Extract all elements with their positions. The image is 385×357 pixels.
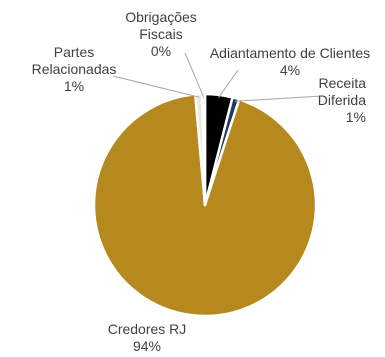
data-label-line: Relacionadas (32, 61, 117, 77)
data-label-line: Adiantamento de Clientes (210, 45, 370, 61)
data-label-line: 4% (280, 62, 300, 78)
leader-lines-layer (112, 52, 323, 102)
leader-line-receita (234, 95, 323, 102)
leader-line-partes (112, 75, 200, 98)
data-label-line: 94% (133, 338, 161, 352)
data-label-line: 1% (64, 78, 84, 94)
leader-line-adiantamento-de-clientes (218, 69, 239, 99)
data-label-line: Obrigações (125, 9, 197, 25)
data-label-credores-rj: Credores RJ 94% (108, 321, 187, 352)
data-label-obrigacoes: Obrigações Fiscais 0% (125, 9, 197, 59)
data-label-line: Credores RJ (108, 321, 187, 337)
labels-layer: Adiantamento de Clientes 4%Receita Diferid… (32, 9, 371, 354)
data-label-receita: Receita Diferida 1% (318, 75, 366, 125)
leader-line-obrigacoes (184, 52, 205, 98)
data-label-adiantamento-de-clientes: Adiantamento de Clientes 4% (210, 45, 370, 78)
data-label-line: Receita (319, 75, 367, 91)
data-label-line: 0% (151, 43, 171, 59)
data-label-partes: Partes Relacionadas 1% (32, 44, 117, 94)
data-label-line: Fiscais (139, 26, 183, 42)
slices-layer (92, 92, 318, 318)
data-label-line: 1% (346, 109, 366, 125)
data-label-line: Diferida (318, 92, 366, 108)
data-label-line: Partes (54, 44, 94, 60)
